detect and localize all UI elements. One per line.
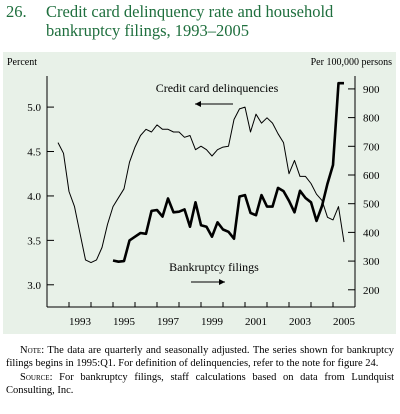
source-label: Source [20, 372, 50, 383]
note-label: Note [20, 345, 42, 356]
figure-header: 26. Credit card delinquency rate and hou… [6, 2, 396, 42]
chart-panel: Percent Per 100,000 persons 3.0 3.5 4.0 4.5… [3, 52, 396, 334]
right-axis-tick-label: 900 [363, 84, 380, 96]
x-axis-tick-label: 1997 [157, 316, 180, 328]
figure-notes: Note: The data are quarterly and seasona… [6, 344, 394, 398]
x-axis-tick-label: 2003 [289, 316, 312, 328]
annotation-layer: Credit card delinquencies Bankruptcy fili… [156, 81, 279, 285]
left-axis-tick-label: 4.5 [27, 147, 41, 159]
right-axis-tick-label: 400 [363, 227, 380, 239]
series-layer [57, 81, 345, 264]
left-axis-unit-label: Percent [7, 57, 37, 68]
figure-title: Credit card delinquency rate and househo… [46, 2, 334, 40]
x-axis-tick-label: 2005 [333, 316, 356, 328]
credit-card-delinquencies-line [57, 106, 345, 264]
note-text: : The data are quarterly and seasonally … [6, 345, 394, 369]
left-axis-tick-label: 5.0 [27, 102, 41, 114]
source-paragraph: Source: For bankruptcy filings, staff ca… [6, 371, 394, 397]
annotation-arrow-head [195, 101, 201, 107]
right-axis-tick-label: 700 [363, 141, 380, 153]
left-axis-tick-label: 3.0 [27, 280, 41, 292]
source-text: : For bankruptcy filings, staff calculat… [6, 372, 394, 396]
right-axis-tick-label: 600 [363, 170, 380, 182]
x-axis-tick-label: 1995 [113, 316, 136, 328]
note-paragraph: Note: The data are quarterly and seasona… [6, 344, 394, 370]
right-axis-ticks: 200 300 400 500 600 700 800 900 [348, 84, 380, 297]
right-axis-tick-label: 300 [363, 256, 380, 268]
right-axis-tick-label: 800 [363, 113, 380, 125]
x-axis-tick-label: 1993 [69, 316, 92, 328]
annotation-label: Bankruptcy filings [169, 260, 259, 274]
figure-number: 26. [6, 2, 27, 21]
left-axis-tick-label: 4.0 [27, 191, 41, 203]
left-axis-tick-label: 3.5 [27, 235, 41, 247]
right-axis-tick-label: 200 [363, 285, 380, 297]
right-axis-unit-label: Per 100,000 persons [311, 57, 392, 68]
annotation-label: Credit card delinquencies [156, 81, 279, 95]
chart-svg: Percent Per 100,000 persons 3.0 3.5 4.0 4.5… [7, 57, 392, 328]
x-axis-tick-label: 2001 [245, 316, 267, 328]
x-axis-ticks: 1993 1995 1997 1999 2001 2003 2005 [46, 302, 356, 328]
left-axis-ticks: 3.0 3.5 4.0 4.5 5.0 [27, 102, 54, 292]
bankruptcy-filings-line [112, 81, 344, 263]
right-axis-tick-label: 500 [363, 199, 380, 211]
x-axis-tick-label: 1999 [201, 316, 224, 328]
annotation-arrow-head [219, 279, 225, 285]
